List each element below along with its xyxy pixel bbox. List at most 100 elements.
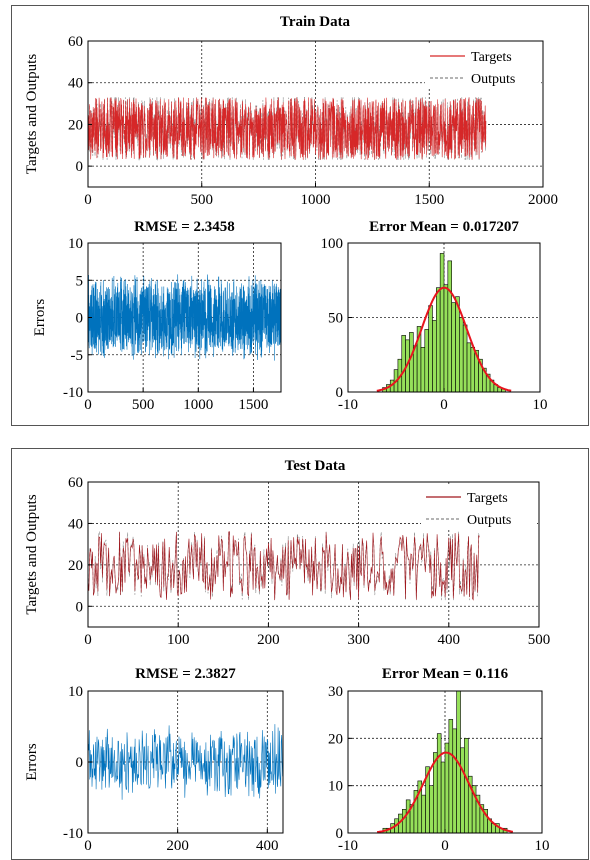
train-panel-title: Train Data [280,14,351,30]
x-tick-label: 400 [256,838,279,854]
histogram-bar [439,253,445,393]
y-tick-label: 100 [321,236,344,252]
legend-targets-label: Targets [467,491,508,506]
histogram-bar [451,302,456,393]
x-tick-label: 1500 [414,192,444,208]
histogram-bar [405,799,411,834]
x-tick-label: 10 [535,838,550,854]
legend-box [425,44,541,88]
legend-outputs-label: Outputs [467,513,511,528]
normal-fit-curve [376,286,512,392]
histogram-bar [428,305,433,393]
chart-title: Error Mean = 0.116 [382,666,509,682]
y-axis-label: Targets and Outputs [24,54,40,174]
x-tick-label: 0 [440,397,448,413]
histogram-bar [401,335,406,393]
axes-frame [87,481,540,628]
x-tick-label: -10 [338,838,358,854]
histogram-bar [420,346,426,393]
y-tick-label: 10 [328,779,343,795]
histogram-bar [436,287,441,393]
x-tick-label: 2000 [528,192,558,208]
histogram-bar [452,728,457,834]
test-panel-title: Test Data [285,458,346,474]
chart-title: Error Mean = 0.017207 [369,219,519,235]
histogram-bar [455,296,460,393]
x-tick-label: 500 [132,397,155,413]
y-tick-label: 0 [336,385,344,401]
histogram-bar [409,332,414,393]
x-tick-label: -10 [338,397,358,413]
y-tick-label: -5 [71,348,84,364]
y-axis-label: Errors [24,743,40,781]
histogram-bar [402,809,407,834]
histogram-bar [440,761,446,834]
train-targets-outputs-chart: Targets Outputs 0 500 1000 1500 2000 0 20 40 60 Tar… [24,34,558,208]
histogram-bar [432,320,437,393]
y-tick-label: 20 [68,558,83,574]
y-tick-label: 60 [68,34,83,50]
train-error-chart: 0 500 1000 1500 -10 -5 0 5 10 Errors RMSE = 2.3458 [32,219,282,413]
histogram-bar [412,345,418,393]
x-tick-label: 400 [438,632,461,648]
y-tick-label: 0 [336,826,344,842]
histogram-bar [424,329,429,393]
y-tick-label: 0 [76,755,84,771]
chart-title: RMSE = 2.3458 [134,219,235,235]
histogram-bar [466,342,472,393]
legend-outputs-label: Outputs [471,72,515,87]
normal-fit-curve [376,751,514,834]
y-tick-label: 5 [76,273,84,289]
y-tick-label: 0 [76,159,84,175]
y-tick-label: 60 [68,475,83,491]
x-tick-label: 0 [84,192,92,208]
x-tick-label: 200 [257,632,280,648]
legend-targets-label: Targets [471,50,512,65]
histogram-bar [470,346,476,393]
histogram-bar [448,719,454,834]
histogram-bar [429,785,434,834]
x-tick-label: 1000 [183,397,213,413]
y-tick-label: 10 [68,236,83,252]
y-tick-label: 40 [68,76,83,92]
y-tick-label: 30 [328,684,343,700]
histogram-bar [459,317,464,393]
y-tick-label: -10 [63,826,83,842]
x-tick-label: 0 [84,632,92,648]
x-tick-label: 300 [347,632,370,648]
x-tick-label: 500 [191,192,214,208]
test-targets-outputs-chart: Targets Outputs 0 100 200 300 400 500 0 20 40 60 Tar… [24,475,550,648]
histogram-bar [460,747,465,834]
histogram-bar [444,742,450,834]
chart-title: RMSE = 2.3827 [135,666,236,682]
y-tick-label: 40 [68,516,83,532]
histogram-bar [421,794,426,834]
y-axis-label: Targets and Outputs [24,494,40,614]
targets-series-line [88,97,487,160]
y-tick-label: 10 [68,684,83,700]
x-tick-label: 200 [166,838,189,854]
x-tick-label: 0 [84,838,92,854]
x-tick-label: 10 [533,397,548,413]
targets-series-line [88,531,480,601]
y-tick-label: 0 [76,311,84,327]
y-tick-label: 0 [76,599,84,615]
histogram-bar [436,733,442,834]
x-tick-label: 0 [84,397,92,413]
error-series-line [88,724,283,800]
y-tick-label: 20 [328,731,343,747]
histogram-bar [464,738,469,834]
y-tick-label: -10 [63,385,83,401]
x-tick-label: 1000 [301,192,331,208]
x-tick-label: 1500 [238,397,268,413]
error-series-line [88,274,281,361]
y-tick-label: 50 [328,311,343,327]
legend-box [421,485,537,529]
histogram-bar [443,284,449,393]
histogram-bar [447,260,452,393]
y-tick-label: 20 [68,117,83,133]
